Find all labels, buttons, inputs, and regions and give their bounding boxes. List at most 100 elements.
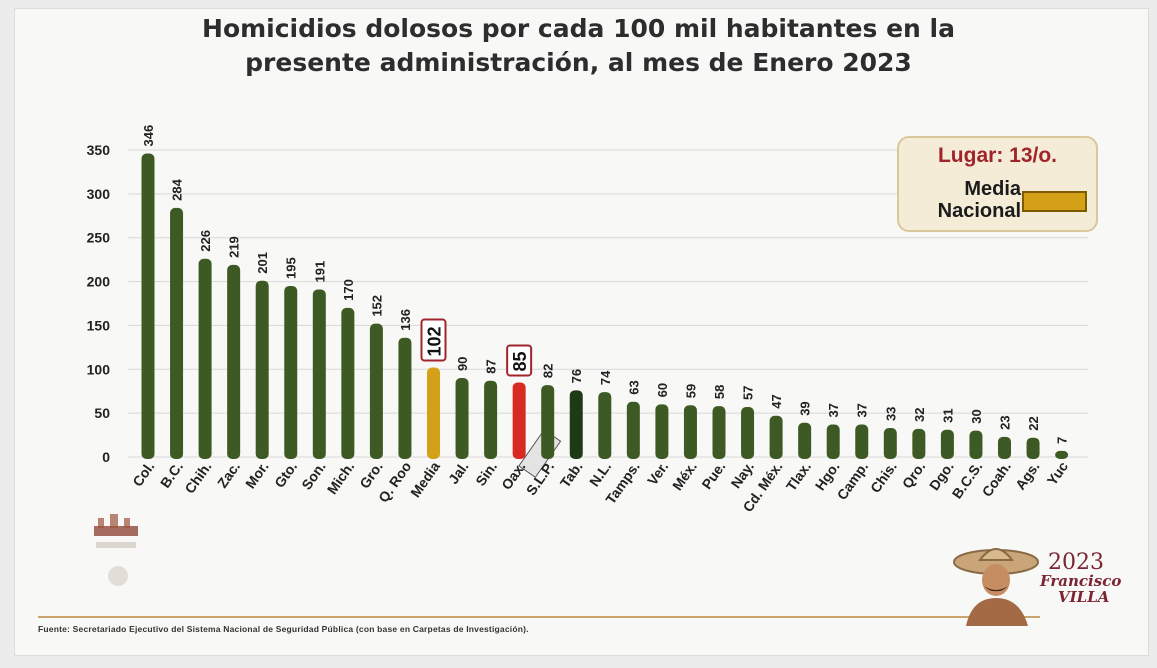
y-tick-label: 0 xyxy=(102,449,110,465)
category-label: Pue. xyxy=(698,459,728,492)
value-label: 201 xyxy=(255,252,270,274)
value-label: 195 xyxy=(284,257,299,279)
bar xyxy=(769,415,783,459)
legend-rank-text: Lugar: 13/o. xyxy=(937,144,1058,167)
bar xyxy=(826,424,840,459)
value-label: 346 xyxy=(141,125,156,147)
value-label: 191 xyxy=(312,261,327,283)
y-tick-label: 100 xyxy=(87,361,111,377)
value-label: 82 xyxy=(541,364,556,378)
legend-media-swatch xyxy=(1022,191,1087,212)
value-label: 30 xyxy=(969,409,984,423)
value-label: 219 xyxy=(227,236,242,258)
value-label: 31 xyxy=(940,408,955,422)
category-label: Ver. xyxy=(644,459,671,489)
bar xyxy=(227,264,241,459)
category-label: Tab. xyxy=(557,459,586,491)
category-label: Yuc xyxy=(1044,458,1072,488)
bar xyxy=(255,280,269,459)
value-label: 102 xyxy=(425,326,445,356)
legend-media-label: Media Nacional xyxy=(905,178,1021,222)
logo-surname: VILLA xyxy=(1058,588,1110,606)
value-label: 226 xyxy=(198,230,213,252)
bar xyxy=(626,401,640,459)
bar xyxy=(284,285,298,459)
y-tick-label: 50 xyxy=(94,405,110,421)
y-tick-label: 350 xyxy=(87,142,111,158)
chart-title-line1: Homicidios dolosos por cada 100 mil habi… xyxy=(202,14,955,43)
bar xyxy=(998,436,1011,459)
bar xyxy=(883,428,897,459)
category-label: Coah. xyxy=(979,459,1014,500)
bar xyxy=(969,430,983,459)
value-label: 60 xyxy=(655,383,670,397)
category-label: Gto. xyxy=(271,459,300,491)
category-label: Chih. xyxy=(181,459,214,497)
category-label: Tlax. xyxy=(783,459,814,494)
value-label: 37 xyxy=(855,403,870,417)
category-label: Ags. xyxy=(1012,459,1043,493)
y-tick-label: 200 xyxy=(87,274,111,290)
value-label: 76 xyxy=(569,369,584,383)
bar xyxy=(683,405,697,459)
bar xyxy=(1026,437,1040,459)
value-label: 170 xyxy=(341,279,356,301)
government-emblem-icon xyxy=(94,514,138,586)
legend-media-line1: Media xyxy=(964,178,1021,200)
category-label: Media xyxy=(407,458,443,500)
bar xyxy=(855,424,869,459)
legend-media-line2: Nacional xyxy=(937,200,1021,222)
value-label: 32 xyxy=(912,407,927,421)
bar xyxy=(512,382,526,459)
bar xyxy=(798,422,812,459)
category-label: Sin. xyxy=(472,459,500,489)
value-label: 85 xyxy=(510,351,530,371)
category-label: Méx. xyxy=(669,459,700,494)
bar xyxy=(427,367,440,459)
value-label: 152 xyxy=(369,295,384,317)
value-label: 136 xyxy=(398,309,413,331)
legend-box: Lugar: 13/o. Media Nacional xyxy=(897,136,1098,232)
y-tick-label: 300 xyxy=(87,186,111,202)
category-label: Chis. xyxy=(867,459,900,496)
category-label: N.L. xyxy=(586,459,614,490)
category-label: Qro. xyxy=(899,459,929,492)
category-label: Camp. xyxy=(834,459,872,503)
bar xyxy=(341,307,355,459)
value-label-box xyxy=(420,318,447,362)
value-label: 22 xyxy=(1026,416,1041,430)
value-label: 58 xyxy=(712,385,727,399)
bar xyxy=(312,289,326,459)
bar xyxy=(741,407,755,459)
bar xyxy=(912,428,926,459)
value-label: 47 xyxy=(769,394,784,408)
logo-name: Francisco xyxy=(1040,572,1122,590)
value-label: 63 xyxy=(626,380,641,394)
bar xyxy=(369,323,383,459)
chart-title-line2: presente administración, al mes de Enero… xyxy=(245,48,912,77)
bar xyxy=(598,392,612,459)
value-label: 57 xyxy=(741,386,756,400)
bar xyxy=(170,207,184,459)
bar xyxy=(541,385,555,459)
bar xyxy=(712,406,726,459)
value-label: 59 xyxy=(683,384,698,398)
value-label: 33 xyxy=(883,407,898,421)
value-label: 87 xyxy=(484,359,499,373)
category-label: Mor. xyxy=(242,459,272,492)
category-label: Col. xyxy=(129,459,157,490)
value-label-box xyxy=(506,344,533,377)
bar xyxy=(484,380,498,459)
bar xyxy=(455,378,469,459)
category-label: Zac. xyxy=(214,459,243,491)
category-label: B.C.S. xyxy=(949,459,986,502)
value-label: 39 xyxy=(798,401,813,415)
logo-year: 2023 xyxy=(1048,550,1104,575)
category-label: Jal. xyxy=(445,459,472,487)
source-note: Fuente: Secretariado Ejecutivo del Siste… xyxy=(38,624,529,634)
y-tick-label: 250 xyxy=(87,230,111,246)
bar xyxy=(940,429,954,459)
value-label: 7 xyxy=(1055,437,1070,444)
bar xyxy=(141,153,155,459)
